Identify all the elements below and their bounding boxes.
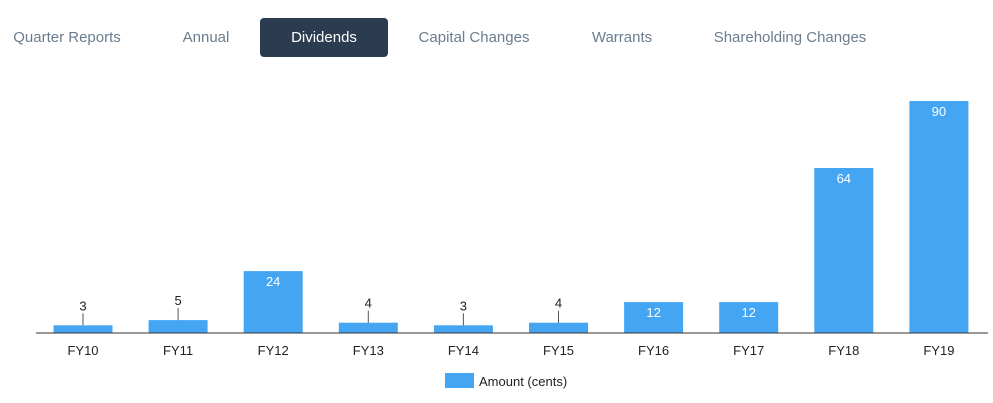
- bar-fy16[interactable]: [624, 302, 684, 333]
- bar-fy18[interactable]: [814, 168, 874, 333]
- x-tick-fy13: FY13: [353, 343, 384, 358]
- data-label-fy15: 4: [555, 296, 562, 311]
- tab-warrants[interactable]: Warrants: [591, 29, 653, 46]
- x-tick-fy12: FY12: [258, 343, 289, 358]
- x-tick-fy11: FY11: [163, 343, 193, 358]
- bar-fy10[interactable]: [53, 325, 113, 333]
- data-label-fy14: 3: [460, 298, 467, 313]
- data-label-fy16: 12: [646, 305, 660, 320]
- bar-fy13[interactable]: [338, 322, 398, 333]
- x-axis-ticks: FY10 FY11 FY12 FY13 FY14 FY15 FY16 FY17 FY18 FY19: [67, 343, 954, 358]
- x-tick-fy17: FY17: [733, 343, 764, 358]
- report-tabs: Quarter Reports Annual Dividends Capital…: [0, 0, 993, 75]
- tab-quarter-reports[interactable]: Quarter Reports: [13, 29, 121, 46]
- bar-fy17[interactable]: [719, 302, 779, 333]
- tab-dividends[interactable]: Dividends: [260, 18, 388, 57]
- x-tick-fy10: FY10: [67, 343, 98, 358]
- tab-capital-changes[interactable]: Capital Changes: [418, 29, 530, 46]
- x-tick-fy15: FY15: [543, 343, 574, 358]
- tab-annual[interactable]: Annual: [182, 29, 230, 46]
- x-tick-fy14: FY14: [448, 343, 479, 358]
- data-label-fy11: 5: [174, 293, 181, 308]
- bar-fy14[interactable]: [433, 325, 493, 333]
- x-tick-fy19: FY19: [923, 343, 954, 358]
- data-label-fy17: 12: [741, 305, 755, 320]
- bar-fy11[interactable]: [148, 320, 208, 333]
- bar-fy12[interactable]: [243, 271, 303, 333]
- data-label-fy18: 64: [837, 171, 851, 186]
- legend-label: Amount (cents): [479, 374, 567, 389]
- tab-shareholding-changes[interactable]: Shareholding Changes: [713, 29, 867, 46]
- legend[interactable]: Amount (cents): [445, 373, 567, 389]
- legend-swatch: [445, 373, 474, 388]
- data-label-fy10: 3: [79, 298, 86, 313]
- x-tick-fy18: FY18: [828, 343, 859, 358]
- data-label-fy12: 24: [266, 274, 280, 289]
- bar-fy15[interactable]: [529, 322, 588, 333]
- data-label-fy13: 4: [365, 296, 372, 311]
- bar-fy19[interactable]: [909, 101, 969, 333]
- data-label-fy19: 90: [932, 104, 946, 119]
- x-tick-fy16: FY16: [638, 343, 669, 358]
